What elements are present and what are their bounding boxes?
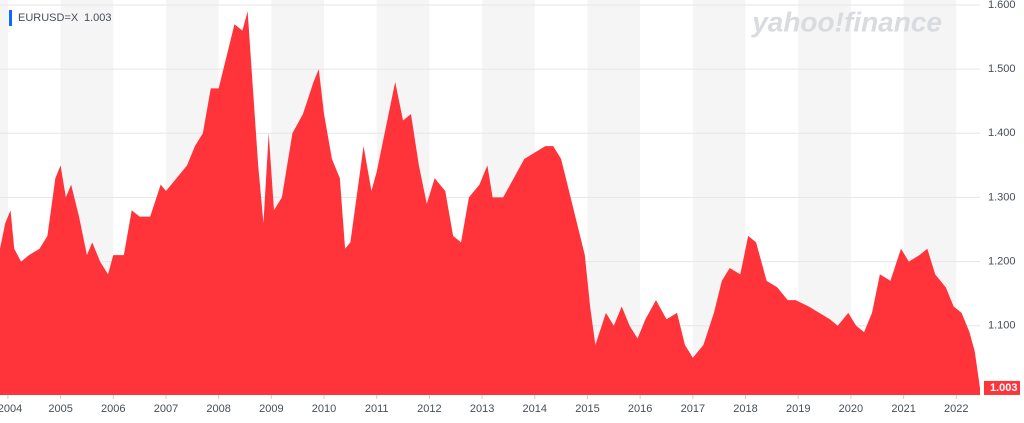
x-tick-label: 2014 — [523, 403, 547, 415]
x-tick-label: 2009 — [259, 403, 283, 415]
last-value-tag — [984, 380, 1020, 395]
x-tick-label: 2022 — [944, 403, 968, 415]
x-tick-label: 2020 — [839, 403, 863, 415]
x-tick-label: 2007 — [154, 403, 178, 415]
y-tick-label: 1.200 — [988, 255, 1016, 267]
y-tick-label: 1.400 — [988, 127, 1016, 139]
x-tick-label: 2019 — [786, 403, 810, 415]
x-tick-label: 2005 — [48, 403, 72, 415]
x-tick-label: 2008 — [206, 403, 230, 415]
watermark: yahoo!finance — [750, 6, 942, 37]
y-tick-label: 1.100 — [988, 320, 1016, 332]
x-tick-label: 2016 — [628, 403, 652, 415]
x-tick-label: 2012 — [417, 403, 441, 415]
x-tick-label: 2021 — [891, 403, 915, 415]
last-value-label: 1.003 — [990, 382, 1018, 394]
x-tick-label: 2018 — [733, 403, 757, 415]
y-tick-label: 1.300 — [988, 191, 1016, 203]
x-tick-label: 2011 — [365, 403, 389, 415]
y-tick-label: 1.600 — [988, 0, 1016, 11]
x-tick-label: 2017 — [681, 403, 705, 415]
x-tick-label: 2004 — [0, 403, 22, 415]
legend-value: 1.003 — [84, 12, 112, 24]
legend-name: EURUSD=X — [18, 12, 79, 24]
x-tick-label: 2006 — [101, 403, 125, 415]
x-tick-label: 2013 — [470, 403, 494, 415]
area — [0, 11, 980, 396]
x-tick-label: 2015 — [575, 403, 599, 415]
x-tick-label: 2010 — [312, 403, 336, 415]
y-tick-label: 1.500 — [988, 63, 1016, 75]
legend-swatch — [9, 10, 12, 26]
